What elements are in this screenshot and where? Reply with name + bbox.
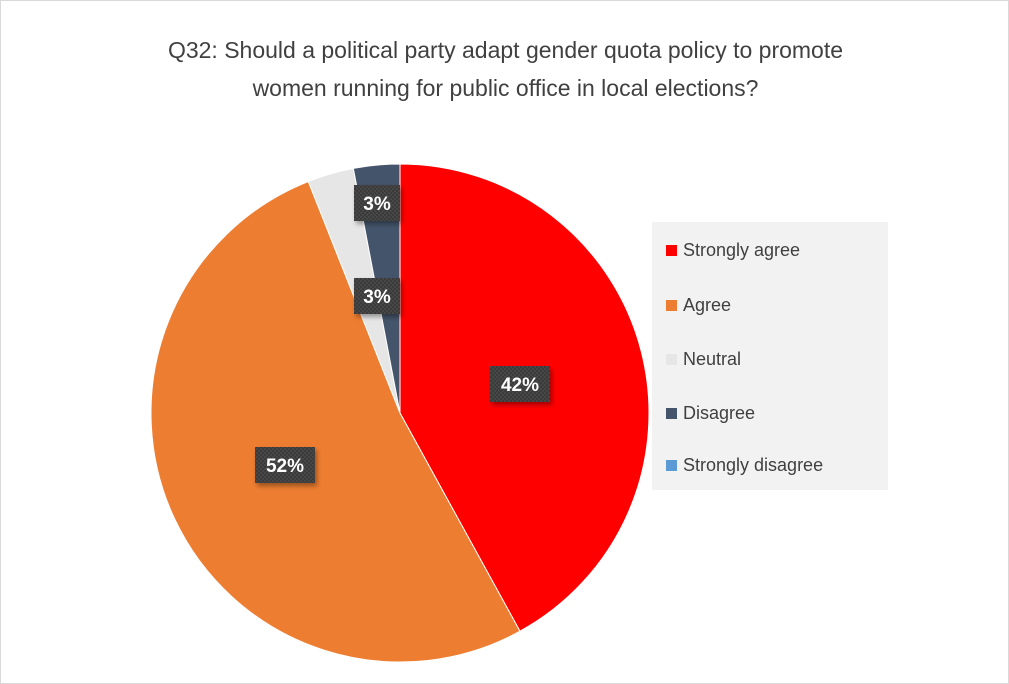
legend-item-neutral: Neutral	[666, 345, 741, 373]
pie-slice-agree	[150, 180, 521, 663]
legend-label: Agree	[683, 294, 732, 315]
data-label-box	[255, 447, 315, 483]
pie-slices	[150, 163, 650, 663]
legend: Strongly agree Agree Neutral Disagree St…	[652, 222, 888, 490]
data-label-text: 42%	[501, 375, 539, 396]
legend-swatch	[666, 244, 677, 256]
data-label-box	[354, 185, 400, 221]
data-label-disagree: 3%	[354, 185, 400, 221]
data-label-agree: 52%	[255, 447, 315, 483]
legend-label: Neutral	[683, 348, 742, 369]
data-label-strongly-agree: 42%	[490, 366, 550, 402]
legend-swatch	[666, 353, 677, 365]
data-label-text: 52%	[266, 456, 304, 477]
data-label-box	[490, 366, 550, 402]
legend-swatch	[666, 407, 677, 419]
legend-swatch	[666, 299, 677, 311]
legend-label: Strongly agree	[683, 239, 801, 260]
pie-data-labels: 42% 52% 3% 3%	[255, 185, 550, 483]
legend-item-disagree: Disagree	[666, 399, 755, 427]
data-label-text: 3%	[363, 194, 391, 215]
chart-title: Q32: Should a political party adapt gend…	[41, 31, 970, 107]
legend-swatch	[666, 459, 677, 471]
data-label-neutral: 3%	[354, 278, 400, 314]
data-label-box	[354, 278, 400, 314]
legend-item-strongly-disagree: Strongly disagree	[666, 451, 823, 479]
legend-label: Disagree	[683, 402, 756, 423]
legend-item-agree: Agree	[666, 291, 731, 319]
chart-title-line-2: women running for public office in local…	[252, 75, 759, 101]
data-label-text: 3%	[363, 287, 391, 308]
legend-label: Strongly disagree	[683, 454, 824, 475]
chart-title-line-1: Q32: Should a political party adapt gend…	[167, 37, 844, 63]
legend-item-strongly-agree: Strongly agree	[666, 236, 800, 264]
